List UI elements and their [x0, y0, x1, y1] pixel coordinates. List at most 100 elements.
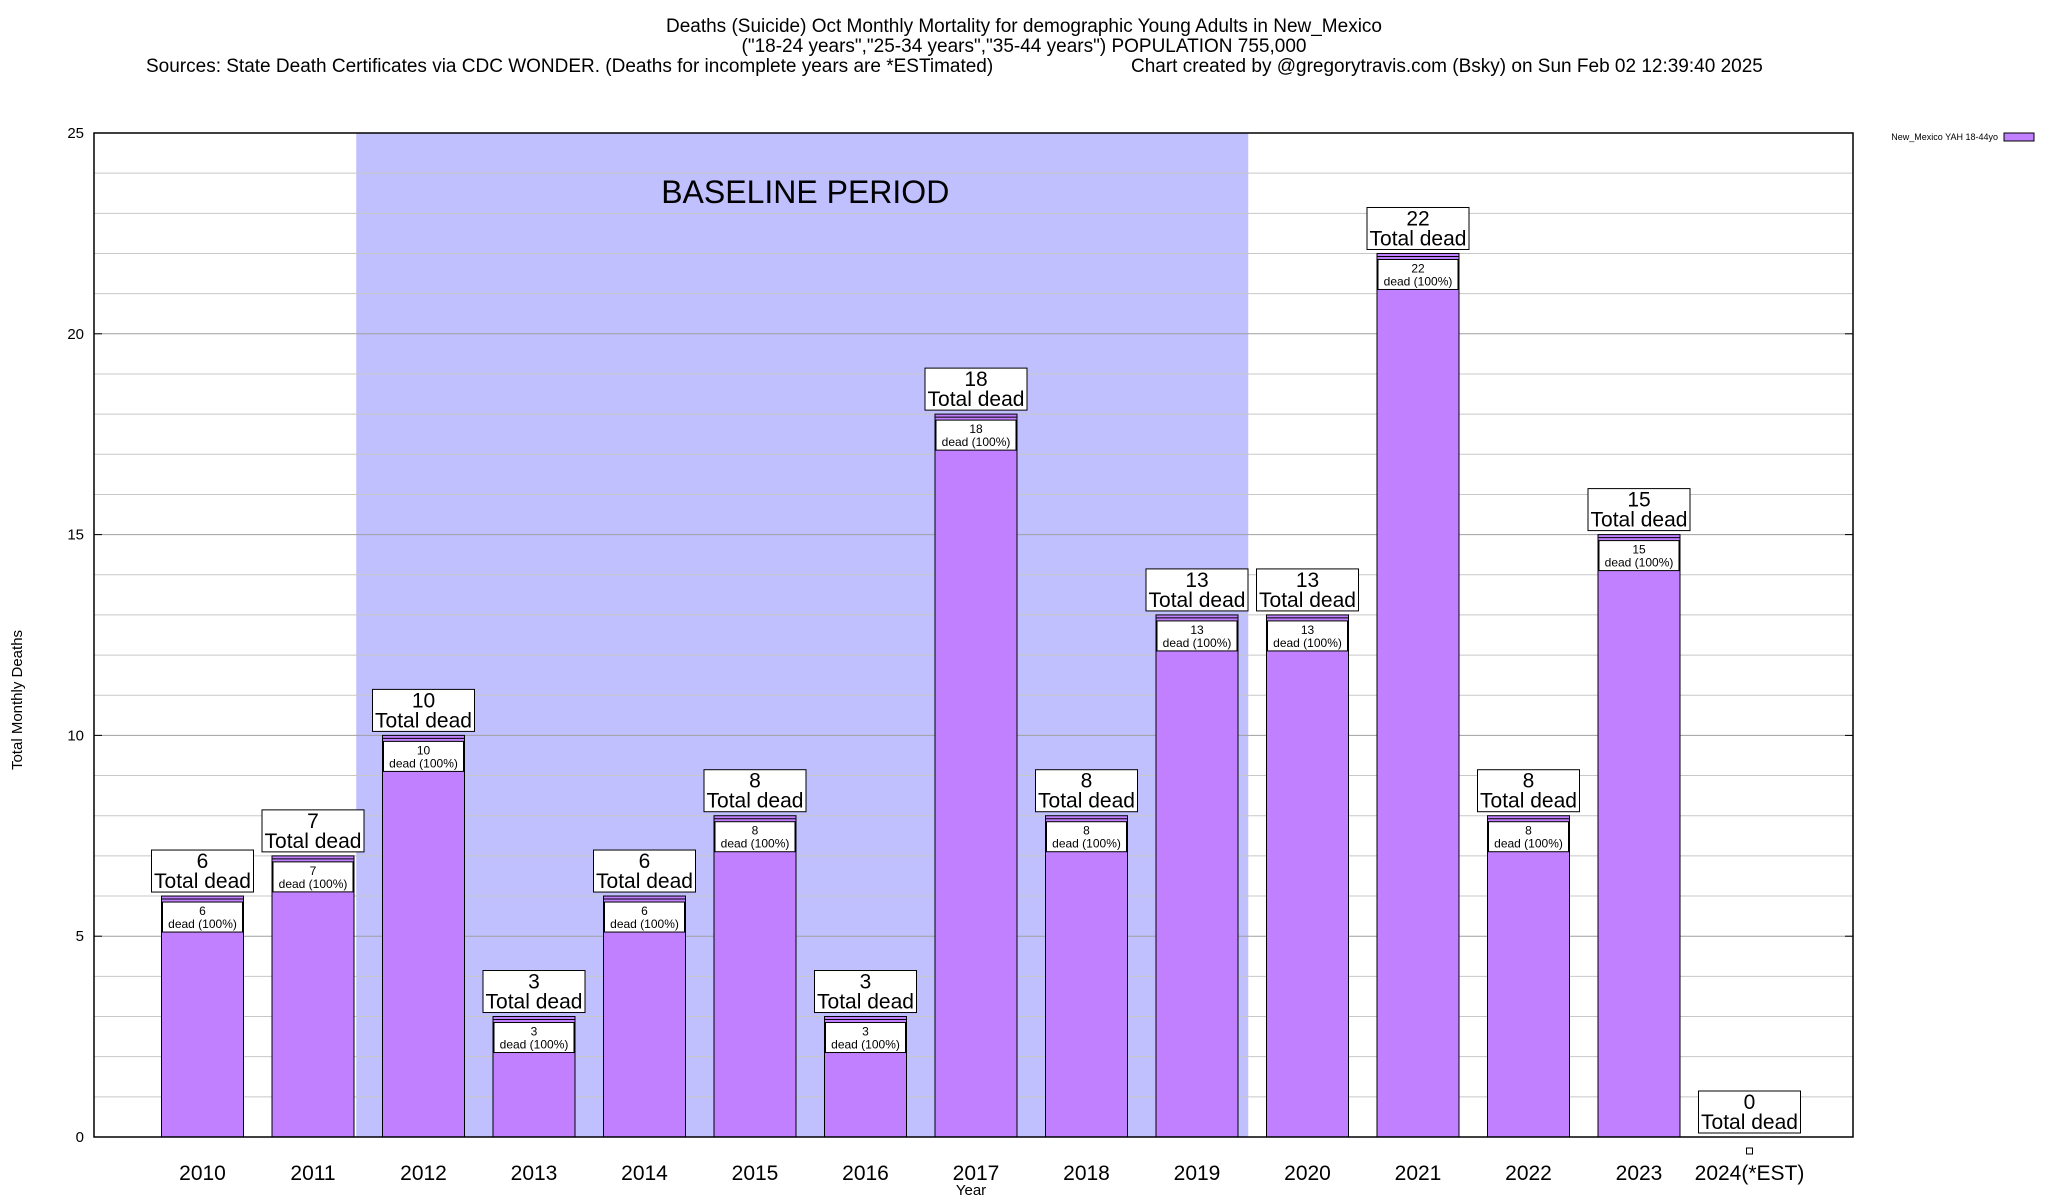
x-tick-label: 2010 — [179, 1162, 226, 1185]
segment-label-box — [1377, 258, 1459, 290]
total-value-label: 13 — [1296, 569, 1319, 592]
segment-value-label: 6 — [641, 904, 648, 918]
total-value-label: 8 — [1523, 770, 1535, 793]
total-value-label: 22 — [1406, 207, 1429, 230]
total-value-label: 6 — [639, 850, 651, 873]
segment-label-box — [604, 901, 685, 933]
bar — [603, 895, 686, 1138]
segment-label-box — [1488, 821, 1569, 853]
segment-value-label: 10 — [417, 743, 431, 757]
segment-value-label: 15 — [1632, 543, 1646, 557]
total-caption-label: Total dead — [596, 870, 693, 893]
y-tick-label: 10 — [67, 727, 84, 744]
segment-caption-label: dead (100%) — [500, 1038, 569, 1052]
segment-value-label: 3 — [862, 1025, 869, 1039]
total-caption-label: Total dead — [1480, 790, 1577, 813]
total-label-box — [1366, 206, 1470, 250]
segment-caption-label: dead (100%) — [1605, 556, 1674, 570]
total-label-box — [703, 769, 807, 813]
bar — [1045, 815, 1128, 1138]
x-tick-label: 2020 — [1284, 1162, 1331, 1185]
segment-label-box — [162, 901, 243, 933]
total-label-box — [261, 809, 365, 853]
bar — [1376, 252, 1460, 1138]
total-caption-label: Total dead — [928, 388, 1025, 411]
total-value-label: 13 — [1185, 569, 1208, 592]
segment-caption-label: dead (100%) — [1384, 274, 1453, 288]
segment-value-label: 8 — [1083, 824, 1090, 838]
segment-caption-label: dead (100%) — [168, 917, 237, 931]
segment-caption-label: dead (100%) — [942, 435, 1011, 449]
total-value-label: 0 — [1744, 1091, 1756, 1114]
axes: 0 5 10 15 20 25 2010 2011 2012 2013 2014 2015 2016 20… — [67, 125, 1854, 1185]
segment-value-label: 13 — [1301, 623, 1315, 637]
total-value-label: 15 — [1627, 489, 1650, 512]
segment-value-label: 22 — [1411, 261, 1425, 275]
x-tick-label: 2012 — [400, 1162, 447, 1185]
x-tick-label: 2011 — [290, 1162, 335, 1185]
x-tick-label: 2022 — [1505, 1162, 1552, 1185]
total-label-box — [814, 970, 917, 1014]
total-label-box — [1477, 769, 1580, 813]
bar — [271, 855, 355, 1138]
segment-caption-label: dead (100%) — [389, 756, 458, 770]
segment-caption-label: dead (100%) — [831, 1038, 900, 1052]
total-value-label: 7 — [307, 810, 319, 833]
total-label-box — [151, 849, 254, 893]
baseline-label: BASELINE PERIOD — [661, 174, 949, 210]
x-axis-label: Year — [956, 1182, 986, 1199]
segment-label-box — [1156, 620, 1238, 652]
segment-caption-label: dead (100%) — [610, 917, 679, 931]
plot-frame — [93, 132, 1854, 1138]
segment-label-box — [825, 1022, 906, 1054]
segment-caption-label: dead (100%) — [721, 837, 790, 851]
total-label-box — [1145, 568, 1249, 612]
segment-label-box — [1046, 821, 1127, 853]
total-caption-label: Total dead — [1038, 790, 1135, 813]
title-line-2: ("18-24 years","25-34 years","35-44 year… — [742, 36, 1307, 57]
segment-caption-label: dead (100%) — [1052, 837, 1121, 851]
total-caption-label: Total dead — [486, 991, 583, 1014]
segment-value-label: 8 — [1525, 824, 1532, 838]
total-value-label: 3 — [860, 971, 872, 994]
segment-caption-label: dead (100%) — [1273, 636, 1342, 650]
total-caption-label: Total dead — [1370, 227, 1467, 250]
total-value-label: 3 — [528, 971, 540, 994]
total-caption-label: Total dead — [375, 709, 472, 732]
bar — [1266, 614, 1349, 1138]
total-caption-label: Total dead — [1259, 589, 1356, 612]
x-tick-label: 2017 — [953, 1162, 1000, 1185]
total-caption-label: Total dead — [1701, 1111, 1798, 1134]
total-caption-label: Total dead — [1591, 509, 1688, 532]
total-caption-label: Total dead — [265, 830, 362, 853]
bar — [1597, 534, 1681, 1138]
segment-value-label: 6 — [199, 904, 206, 918]
y-tick-label: 15 — [67, 527, 84, 544]
segment-value-label: 7 — [310, 864, 317, 878]
legend: New_Mexico YAH 18-44yo — [1891, 132, 2035, 142]
segment-label-box — [714, 821, 796, 853]
total-caption-label: Total dead — [154, 870, 251, 893]
total-caption-label: Total dead — [1149, 589, 1246, 612]
x-tick-label: 2019 — [1174, 1162, 1221, 1185]
legend-swatch — [2003, 132, 2035, 142]
total-value-label: 10 — [412, 689, 435, 712]
total-label-box — [482, 970, 586, 1014]
segment-label-box — [1598, 540, 1680, 572]
segment-label-box — [383, 740, 464, 772]
total-label-box — [1256, 568, 1359, 612]
bar — [1487, 815, 1570, 1138]
segment-caption-label: dead (100%) — [1163, 636, 1232, 650]
segment-value-label: 8 — [752, 824, 759, 838]
total-value-label: 18 — [964, 368, 987, 391]
x-tick-label: 2014 — [621, 1162, 668, 1185]
x-tick-label: 2023 — [1616, 1162, 1663, 1185]
baseline-region: BASELINE PERIOD — [356, 133, 1249, 1137]
